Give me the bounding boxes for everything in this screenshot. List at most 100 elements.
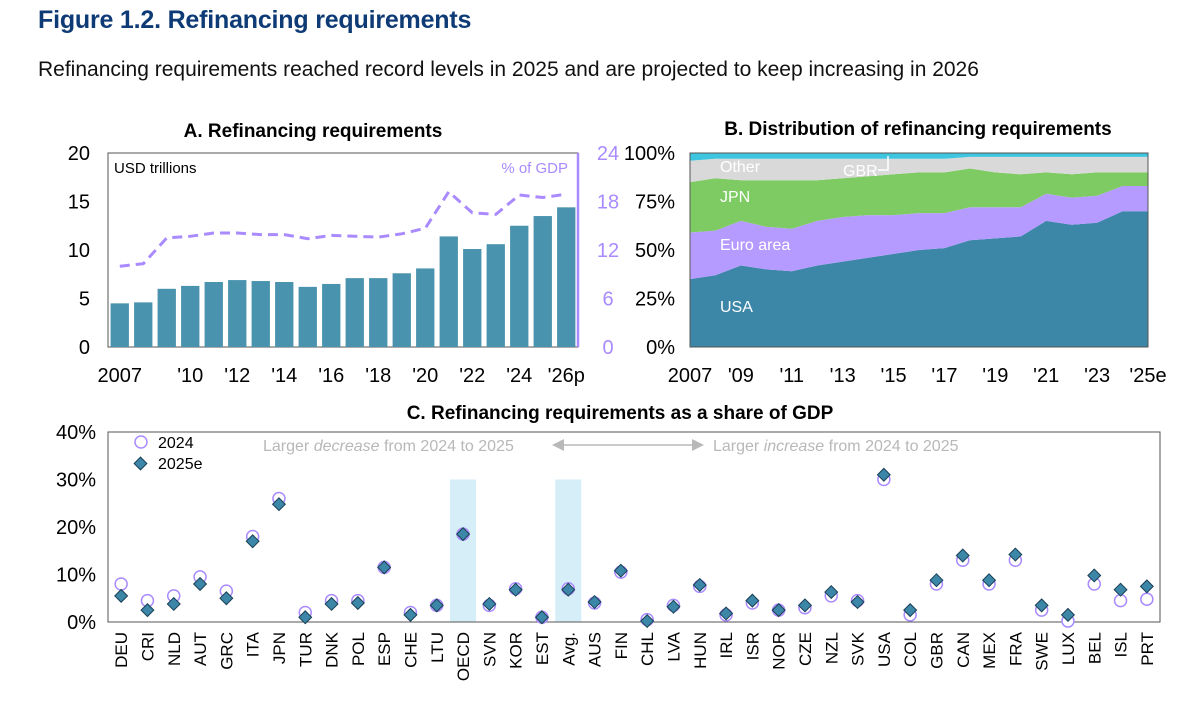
marker-2025e-CZE (797, 598, 813, 613)
marker-2025e-ESP (377, 560, 392, 575)
legend-label-2024: 2024 (158, 435, 194, 452)
bar-10 (345, 278, 364, 347)
marker-2025e-BEL (1087, 568, 1102, 583)
y-tick-label: 25% (635, 289, 675, 311)
annotation-decrease: Larger decrease from 2024 to 2025 (263, 438, 514, 455)
series-label-jpn: JPN (720, 189, 750, 206)
bar-9 (322, 283, 341, 347)
x-tick-label: '16 (318, 365, 344, 387)
marker-2024-DEU (114, 577, 128, 591)
category-label: AUT (191, 632, 210, 666)
left-tick-label: 0 (79, 337, 90, 359)
category-label: LVA (664, 631, 683, 661)
marker-2025e-EST (534, 610, 550, 625)
category-label: BEL (1085, 632, 1104, 664)
series-label-gbr: GBR (843, 163, 878, 180)
legend-marker-2025e (133, 456, 148, 471)
marker-2025e-ISL (1113, 582, 1128, 597)
category-label: COL (901, 632, 920, 667)
area-usa (690, 211, 1148, 347)
category-label: ISL (1112, 632, 1131, 658)
category-label: AUS (586, 632, 605, 667)
series-label-euro: Euro area (720, 237, 790, 254)
marker-2025e-ITA (245, 534, 260, 549)
chart-c-frame (107, 431, 1161, 623)
marker-2025e-KOR (508, 582, 523, 597)
bar-6 (251, 281, 270, 347)
category-label: NOR (770, 632, 789, 670)
chart-c-title: C. Refinancing requirements as a share o… (407, 403, 834, 424)
category-label: CRI (138, 632, 157, 661)
x-tick-label: '09 (728, 365, 754, 387)
category-label: NZL (822, 632, 841, 664)
gdp-share-line (119, 189, 567, 268)
right-tick-label: 0 (602, 337, 613, 359)
category-label: KOR (507, 632, 526, 669)
category-label: DNK (323, 631, 342, 668)
left-tick-label: 10 (68, 240, 90, 262)
y-tick-label: 30% (56, 470, 96, 492)
bar-2 (157, 288, 176, 347)
chart-c-share-of-gdp: C. Refinancing requirements as a share o… (56, 403, 1161, 681)
category-label: SWE (1033, 632, 1052, 671)
bar-16 (486, 244, 505, 347)
right-tick-label: 18 (597, 192, 619, 214)
area-euro (690, 186, 1148, 280)
category-label: GRC (217, 632, 236, 670)
marker-2025e-SVK (850, 594, 865, 610)
bar-5 (228, 280, 247, 347)
category-label: MEX (980, 632, 999, 669)
x-tick-label: '13 (830, 365, 856, 387)
marker-2025e-TUR (298, 610, 313, 625)
category-label: CHE (401, 632, 420, 668)
marker-2025e-NZL (824, 585, 839, 600)
category-label: USA (875, 631, 894, 667)
bar-14 (439, 236, 458, 347)
chart-a-title: A. Refinancing requirements (184, 121, 443, 142)
x-tick-label: '17 (931, 365, 957, 387)
x-tick-label: '25e (1129, 365, 1166, 387)
marker-2025e-ISR (745, 593, 760, 608)
y-tick-label: 20% (56, 517, 96, 539)
area-jpn (690, 168, 1148, 233)
marker-2025e-CHL (640, 613, 655, 629)
category-label: CZE (796, 632, 815, 666)
x-tick-label: 2007 (98, 365, 143, 387)
bar-1 (134, 302, 153, 347)
marker-2025e-IRL (718, 606, 734, 621)
right-tick-label: 6 (602, 289, 613, 311)
category-label: IRL (717, 632, 736, 658)
marker-2025e-COL (903, 603, 918, 618)
bar-18 (533, 216, 552, 347)
marker-2025e-DEU (114, 588, 129, 603)
x-tick-label: '24 (506, 365, 532, 387)
y-tick-label: 0% (646, 337, 675, 359)
highlight-band (555, 479, 582, 622)
y-tick-label: 10% (56, 565, 96, 587)
category-label: GBR (927, 632, 946, 669)
category-label: POL (349, 632, 368, 666)
bar-19 (557, 207, 576, 347)
marker-2025e-CAN (955, 548, 970, 563)
marker-2025e-AUS (587, 594, 602, 610)
bar-4 (204, 282, 223, 347)
y-tick-label: 50% (635, 240, 675, 262)
x-tick-label: '18 (365, 365, 391, 387)
category-label: ISR (743, 632, 762, 660)
bar-3 (181, 285, 200, 347)
marker-2025e-OECD (455, 527, 471, 542)
right-axis-label: % of GDP (501, 160, 568, 177)
bar-7 (275, 282, 294, 347)
x-tick-label: 2007 (668, 365, 713, 387)
x-tick-label: '11 (779, 365, 804, 387)
category-label: CHL (638, 632, 657, 666)
area-gbr (690, 153, 1148, 161)
chart-b-distribution: B. Distribution of refinancing requireme… (624, 119, 1167, 387)
marker-2025e-NOR (771, 603, 786, 618)
series-label-other: Other (720, 159, 761, 176)
marker-2025e-USA (876, 467, 891, 482)
x-tick-label: '20 (412, 365, 438, 387)
x-tick-label: '21 (1033, 365, 1059, 387)
right-tick-label: 24 (597, 143, 619, 165)
category-label: SVN (480, 632, 499, 667)
